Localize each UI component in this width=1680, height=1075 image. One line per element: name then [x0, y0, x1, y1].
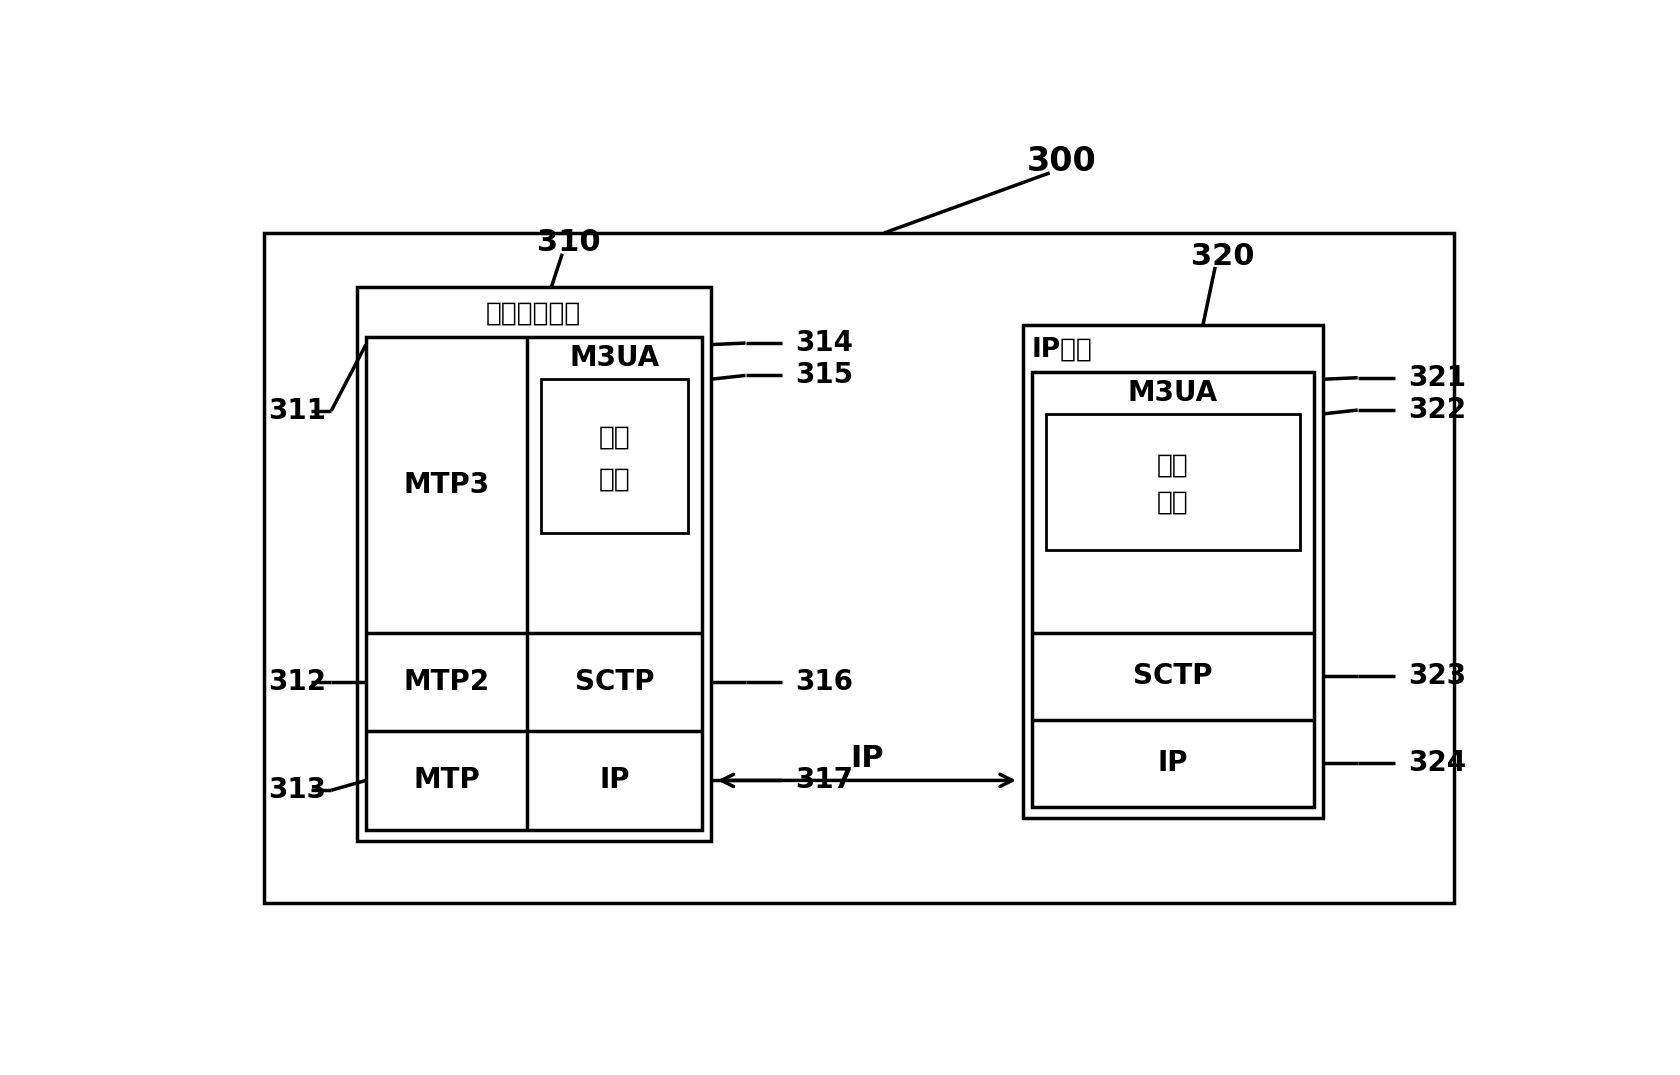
Text: 单元: 单元: [598, 467, 630, 492]
Text: MTP2: MTP2: [403, 668, 489, 696]
Text: 300: 300: [1026, 145, 1095, 177]
Text: 311: 311: [269, 397, 326, 425]
Text: 组合: 组合: [1158, 453, 1189, 478]
Text: 信令网关模块: 信令网关模块: [486, 301, 581, 327]
Text: SCTP: SCTP: [575, 668, 654, 696]
Text: 317: 317: [796, 766, 853, 794]
Text: 324: 324: [1408, 749, 1467, 777]
Text: SCTP: SCTP: [1132, 662, 1213, 690]
Text: 323: 323: [1408, 662, 1467, 690]
Text: 单元: 单元: [1158, 489, 1189, 515]
Text: 310: 310: [536, 229, 600, 257]
Text: 316: 316: [796, 668, 853, 696]
Text: 314: 314: [796, 329, 853, 357]
Bar: [1023, 326, 1324, 818]
Text: 转换: 转换: [598, 425, 630, 450]
Bar: [541, 379, 687, 533]
Text: IP: IP: [600, 766, 630, 794]
Text: IP: IP: [850, 744, 884, 773]
Bar: [356, 287, 711, 842]
Text: M3UA: M3UA: [1127, 379, 1218, 407]
Bar: [366, 336, 702, 830]
Bar: [264, 233, 1453, 903]
Text: IP: IP: [1158, 749, 1188, 777]
Text: MTP3: MTP3: [403, 471, 489, 499]
Text: 313: 313: [269, 776, 326, 804]
Bar: [1045, 414, 1300, 549]
Text: 312: 312: [269, 668, 326, 696]
Text: 320: 320: [1191, 242, 1255, 271]
Text: MTP: MTP: [413, 766, 480, 794]
Text: 321: 321: [1408, 363, 1465, 391]
Text: 322: 322: [1408, 396, 1467, 424]
Text: M3UA: M3UA: [570, 344, 659, 372]
Text: 315: 315: [796, 361, 853, 389]
Bar: [1032, 372, 1314, 806]
Text: IP模块: IP模块: [1032, 336, 1092, 363]
